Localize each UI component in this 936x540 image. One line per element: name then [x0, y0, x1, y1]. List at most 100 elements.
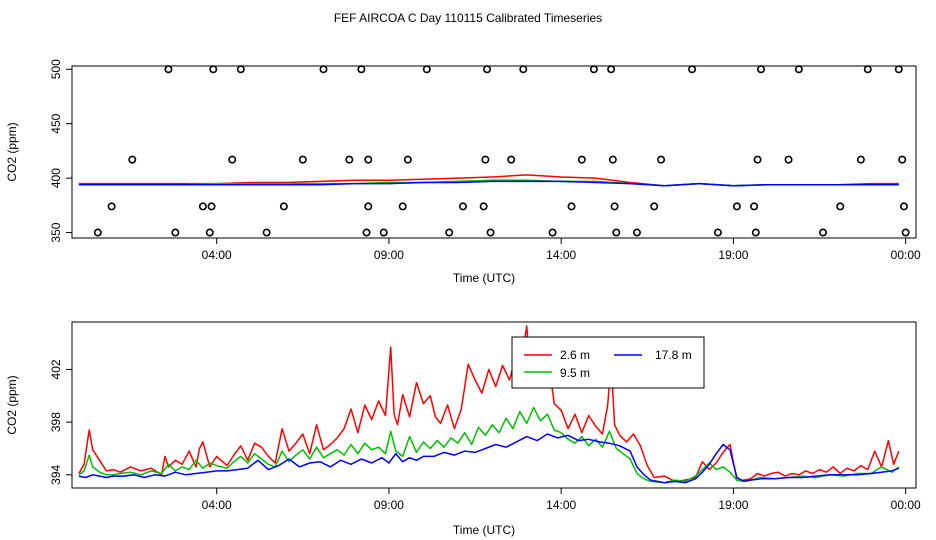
top-y-tick-label: 400: [49, 168, 63, 188]
calibration-point: [713, 228, 722, 237]
bottom-x-tick-label: 09:00: [374, 498, 404, 512]
legend-label-9-5m: 9.5 m: [560, 366, 590, 380]
calibration-point: [612, 228, 621, 237]
calibration-point: [364, 155, 373, 164]
calibration-point: [732, 202, 741, 211]
legend-box: [511, 336, 705, 389]
top-axes: 04:00 09:00 14:00 19:00 00:00 350 400 450 500: [49, 59, 921, 262]
calibration-point: [345, 155, 354, 164]
calibration-point: [481, 155, 490, 164]
bottom-plot-frame: [71, 321, 917, 489]
calibration-point: [403, 155, 412, 164]
calibration-point: [657, 155, 666, 164]
calibration-point: [205, 228, 214, 237]
top-x-tick-label: 19:00: [718, 248, 748, 262]
calibration-point: [93, 228, 102, 237]
calibration-point: [756, 65, 765, 74]
calibration-point: [567, 202, 576, 211]
calibration-point: [856, 155, 865, 164]
top-y-tick-label: 500: [49, 59, 63, 79]
calibration-point: [171, 228, 180, 237]
bottom-y-axis-label: CO2 (ppm): [5, 375, 19, 434]
calibration-point: [298, 155, 307, 164]
bottom-x-tick-label: 19:00: [718, 498, 748, 512]
bottom-series-2-6-m: [78, 325, 900, 483]
bottom-x-tick-label: 14:00: [546, 498, 576, 512]
calibration-point: [236, 65, 245, 74]
calibration-point: [262, 228, 271, 237]
calibration-point: [483, 65, 492, 74]
top-series-17-8-m: [78, 180, 899, 187]
bottom-series-17-8-m: [78, 433, 900, 484]
calibration-point: [107, 202, 116, 211]
calibration-point: [379, 228, 388, 237]
calibration-point: [607, 65, 616, 74]
bottom-y-tick-label: 398: [49, 412, 63, 432]
top-plot-frame: [71, 65, 917, 239]
calibration-point: [319, 65, 328, 74]
calibration-point: [901, 228, 910, 237]
bottom-plot-area: [78, 325, 900, 484]
calibration-point: [899, 202, 908, 211]
calibration-point: [357, 65, 366, 74]
calibration-point: [688, 65, 697, 74]
calibration-point: [519, 65, 528, 74]
calibration-point: [507, 155, 516, 164]
calibration-point: [589, 65, 598, 74]
calibration-point: [398, 202, 407, 211]
calibration-point: [650, 202, 659, 211]
calibration-point: [836, 202, 845, 211]
calibration-point: [209, 65, 218, 74]
calibration-point: [228, 155, 237, 164]
calibration-point: [479, 202, 488, 211]
calibration-point: [548, 228, 557, 237]
calibration-point: [364, 202, 373, 211]
bottom-panel: 04:00 09:00 14:00 19:00 00:00 394 398 402 Time …: [5, 321, 921, 537]
top-y-tick-label: 350: [49, 222, 63, 242]
legend: 2.6 m 9.5 m 17.8 m: [511, 336, 705, 389]
calibration-point: [784, 155, 793, 164]
calibration-point: [608, 155, 617, 164]
calibration-point: [751, 228, 760, 237]
top-x-tick-label: 04:00: [202, 248, 232, 262]
bottom-x-tick-label: 00:00: [891, 498, 921, 512]
calibration-point: [445, 228, 454, 237]
top-x-axis-label: Time (UTC): [453, 271, 515, 285]
calibration-point: [128, 155, 137, 164]
chart-title: FEF AIRCOA C Day 110115 Calibrated Times…: [334, 11, 602, 25]
calibration-point: [863, 65, 872, 74]
bottom-x-tick-label: 04:00: [202, 498, 232, 512]
bottom-y-tick-label: 402: [49, 359, 63, 379]
calibration-point: [486, 228, 495, 237]
calibration-point: [198, 202, 207, 211]
top-plot-area: [78, 65, 910, 237]
calibration-point: [422, 65, 431, 74]
calibration-point: [794, 65, 803, 74]
calibration-point: [207, 202, 216, 211]
calibration-point: [894, 65, 903, 74]
calibration-point: [279, 202, 288, 211]
calibration-point: [362, 228, 371, 237]
bottom-y-tick-label: 394: [49, 464, 63, 484]
calibration-point: [750, 202, 759, 211]
calibration-point: [577, 155, 586, 164]
top-y-axis-label: CO2 (ppm): [5, 122, 19, 181]
calibration-point: [632, 228, 641, 237]
calibration-point: [818, 228, 827, 237]
top-panel: 04:00 09:00 14:00 19:00 00:00 350 400 450 500 Ti…: [5, 59, 921, 285]
legend-label-2-6m: 2.6 m: [560, 348, 590, 362]
bottom-series-9-5-m: [78, 406, 900, 484]
calibration-point: [753, 155, 762, 164]
top-y-tick-label: 450: [49, 113, 63, 133]
bottom-axes: 04:00 09:00 14:00 19:00 00:00 394 398 402: [49, 359, 921, 512]
calibration-point: [610, 202, 619, 211]
calibration-point: [164, 65, 173, 74]
top-x-tick-label: 09:00: [374, 248, 404, 262]
top-x-tick-label: 14:00: [546, 248, 576, 262]
calibration-point: [458, 202, 467, 211]
bottom-x-axis-label: Time (UTC): [453, 523, 515, 537]
calibration-point: [898, 155, 907, 164]
legend-label-17-8m: 17.8 m: [655, 348, 692, 362]
